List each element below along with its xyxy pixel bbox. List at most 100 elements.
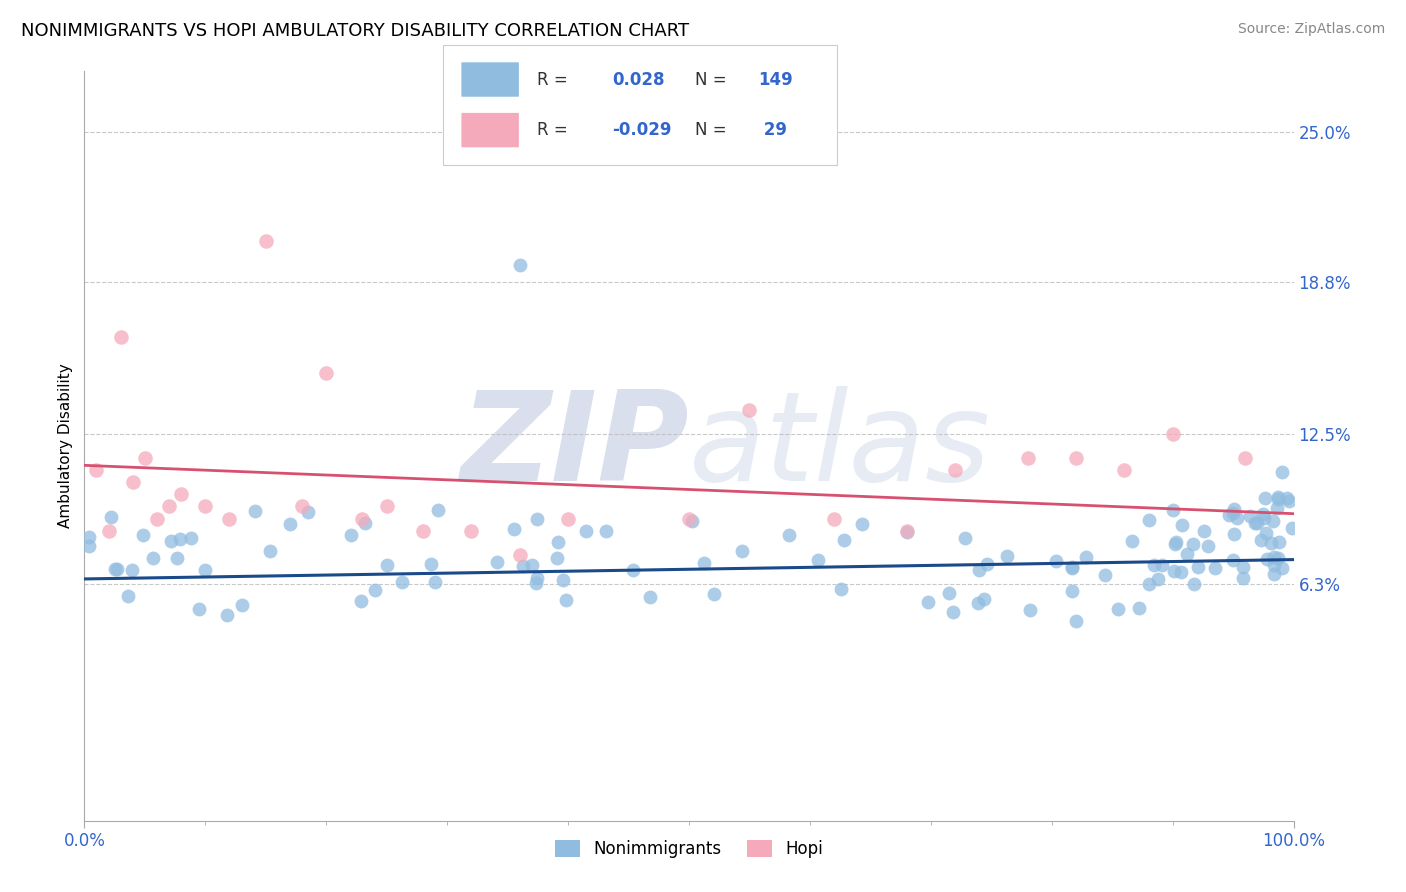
Point <box>188 602 211 616</box>
Point <box>526 571 548 585</box>
Point <box>110 330 132 344</box>
Point <box>1268 535 1291 549</box>
Point <box>1267 491 1289 506</box>
Point <box>554 593 576 607</box>
Point <box>638 590 661 604</box>
Point <box>278 516 301 531</box>
Legend: Nonimmigrants, Hopi: Nonimmigrants, Hopi <box>548 833 830 864</box>
Point <box>104 562 127 576</box>
Point <box>1150 558 1173 572</box>
Point <box>917 595 939 609</box>
Point <box>738 402 761 417</box>
Point <box>1143 558 1166 572</box>
Point <box>1260 536 1282 550</box>
Y-axis label: Ambulatory Disability: Ambulatory Disability <box>58 364 73 528</box>
FancyBboxPatch shape <box>461 113 519 147</box>
Point <box>1223 526 1246 541</box>
Point <box>1267 490 1289 504</box>
Point <box>621 563 644 577</box>
Point <box>1251 507 1274 521</box>
Point <box>1121 533 1143 548</box>
Point <box>1181 537 1204 551</box>
Point <box>551 573 574 587</box>
Point <box>1234 451 1257 466</box>
Point <box>681 514 703 528</box>
Point <box>823 511 845 525</box>
Point <box>180 531 202 545</box>
Point <box>1223 501 1246 516</box>
Point <box>194 563 217 577</box>
Point <box>953 531 976 545</box>
Point <box>485 555 508 569</box>
Point <box>557 511 579 525</box>
Point <box>132 527 155 541</box>
Point <box>1161 502 1184 516</box>
Point <box>1218 508 1240 522</box>
Point <box>1137 577 1160 591</box>
Point <box>170 487 193 501</box>
Point <box>692 556 714 570</box>
Point <box>943 463 966 477</box>
Point <box>169 533 191 547</box>
Point <box>142 551 165 566</box>
Point <box>1278 493 1301 508</box>
Text: ZIP: ZIP <box>460 385 689 507</box>
Point <box>97 524 120 538</box>
Point <box>526 511 548 525</box>
Point <box>215 608 238 623</box>
Point <box>547 534 569 549</box>
Point <box>832 533 855 547</box>
Point <box>1137 513 1160 527</box>
Point <box>105 562 128 576</box>
Point <box>121 563 143 577</box>
Point <box>1163 564 1185 578</box>
Point <box>1094 567 1116 582</box>
Point <box>1161 426 1184 441</box>
Point <box>1017 451 1039 466</box>
Point <box>231 598 253 612</box>
Point <box>1244 516 1267 530</box>
Point <box>1267 550 1289 565</box>
Point <box>352 511 374 525</box>
Point <box>1170 518 1192 533</box>
Point <box>1060 561 1083 575</box>
Point <box>354 516 377 530</box>
Point <box>1060 559 1083 574</box>
Point <box>1175 547 1198 561</box>
Point <box>166 551 188 566</box>
Point <box>375 558 398 572</box>
Point <box>1250 533 1272 547</box>
Point <box>427 503 450 517</box>
Point <box>778 528 800 542</box>
Point <box>574 524 596 538</box>
FancyBboxPatch shape <box>443 45 837 165</box>
Point <box>502 522 524 536</box>
Point <box>1275 491 1298 505</box>
Point <box>967 596 990 610</box>
Point <box>896 524 918 538</box>
Point <box>973 591 995 606</box>
Point <box>254 234 277 248</box>
Point <box>1263 514 1285 528</box>
Point <box>830 582 852 596</box>
Point <box>1187 559 1209 574</box>
Point <box>1222 552 1244 566</box>
Text: NONIMMIGRANTS VS HOPI AMBULATORY DISABILITY CORRELATION CHART: NONIMMIGRANTS VS HOPI AMBULATORY DISABIL… <box>21 22 689 40</box>
Point <box>218 511 240 525</box>
Point <box>77 530 100 544</box>
Point <box>77 539 100 553</box>
Text: atlas: atlas <box>689 385 991 507</box>
Point <box>146 511 169 525</box>
Point <box>412 524 434 538</box>
Point <box>1246 516 1268 530</box>
Point <box>339 527 361 541</box>
Point <box>1062 584 1084 599</box>
Point <box>297 505 319 519</box>
Point <box>1256 551 1278 566</box>
Point <box>512 559 534 574</box>
Point <box>423 574 446 589</box>
Point <box>1064 451 1087 466</box>
Point <box>194 500 217 514</box>
Text: 149: 149 <box>758 70 793 88</box>
Point <box>595 524 617 538</box>
